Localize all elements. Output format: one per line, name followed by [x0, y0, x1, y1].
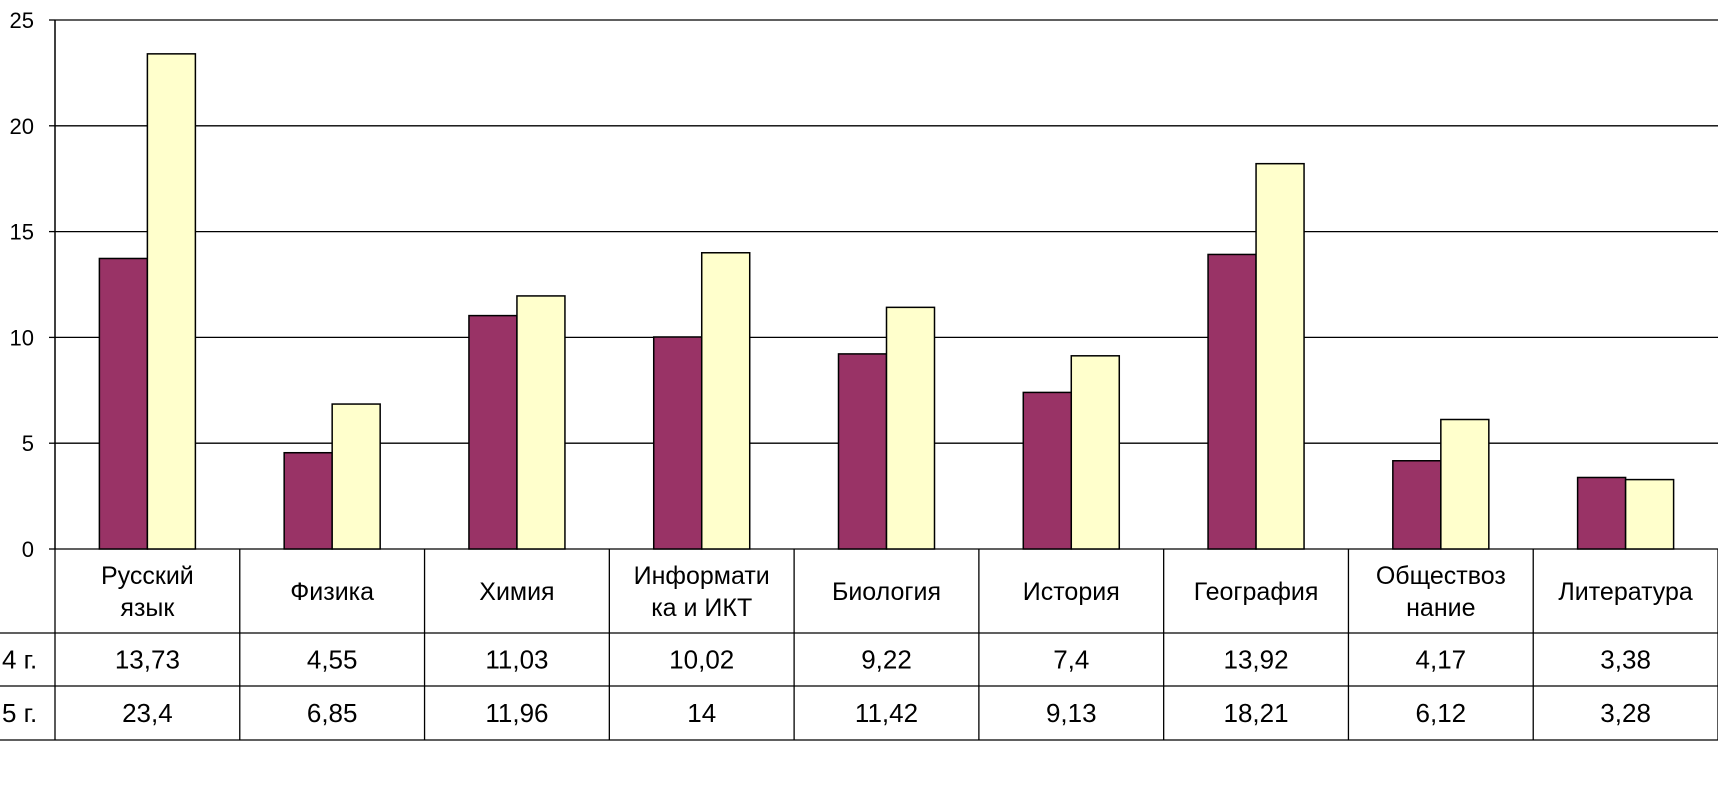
data-table-value: 7,4 [1053, 645, 1089, 675]
data-table-value: 10,02 [669, 645, 734, 675]
bar-series-2 [331, 403, 381, 550]
data-table-value: 18,21 [1224, 698, 1289, 728]
data-table: Русский язык Физика Химия Информати ка и ИКТ Б… [0, 549, 1718, 741]
y-tick-label: 15 [10, 220, 34, 245]
data-table-value: 4,55 [307, 645, 358, 675]
y-tick-label: 0 [22, 537, 34, 562]
data-table-value: 3,28 [1600, 698, 1651, 728]
y-tick-label: 10 [10, 325, 34, 350]
data-table-value: 11,96 [485, 698, 548, 728]
bar-series-1 [468, 314, 518, 550]
y-tick-label: 5 [22, 431, 34, 456]
bar-series-2 [516, 295, 566, 550]
y-tick-label: 20 [10, 114, 34, 139]
category-label: Литература [1558, 578, 1693, 606]
bar-series-2 [146, 53, 197, 550]
category-label: История [1023, 578, 1120, 606]
category-label: Биология [832, 578, 941, 606]
y-tick-label: 25 [10, 8, 34, 33]
category-label: ка и ИКТ [651, 594, 752, 622]
data-table-value: 23,4 [122, 698, 173, 728]
bar-series-1 [652, 336, 703, 550]
bar-series-2 [1624, 478, 1675, 550]
bar-series-2 [1070, 355, 1121, 550]
data-table-value: 3,38 [1600, 645, 1651, 675]
bar-series-1 [1392, 460, 1442, 550]
data-table-value: 13,92 [1224, 645, 1289, 675]
bar-series-2 [1440, 418, 1490, 550]
category-label: География [1194, 578, 1319, 606]
category-label: Химия [479, 578, 554, 606]
bars [98, 53, 1675, 550]
bar-series-1 [1576, 476, 1627, 550]
bar-series-2 [1255, 162, 1305, 550]
data-table-value: 11,03 [485, 645, 548, 675]
data-table-value: 4,17 [1416, 645, 1467, 675]
bar-series-1 [283, 451, 333, 550]
data-table-value: 9,13 [1046, 698, 1097, 728]
bar-series-2 [885, 306, 936, 550]
category-label: Физика [290, 578, 374, 606]
data-table-value: 13,73 [115, 645, 180, 675]
data-table-value: 6,12 [1416, 698, 1467, 728]
bar-series-1 [837, 353, 888, 550]
series-row-label: 4 г. [2, 645, 37, 675]
bar-series-1 [1022, 391, 1073, 550]
category-label: нание [1406, 594, 1475, 622]
category-label: Обществоз [1376, 562, 1506, 590]
bar-series-1 [1207, 253, 1257, 550]
bar-series-1 [98, 257, 149, 550]
y-axis: 0 5 10 15 20 25 [10, 8, 56, 562]
data-table-value: 9,22 [861, 645, 912, 675]
data-table-value: 6,85 [307, 698, 358, 728]
data-table-value: 14 [687, 698, 716, 728]
category-label: Информати [634, 562, 770, 590]
category-label: Русский [101, 562, 194, 590]
bar-series-2 [700, 252, 751, 550]
series-row-label: 5 г. [2, 698, 37, 728]
category-label: язык [120, 594, 175, 622]
data-table-value: 11,42 [855, 698, 918, 728]
